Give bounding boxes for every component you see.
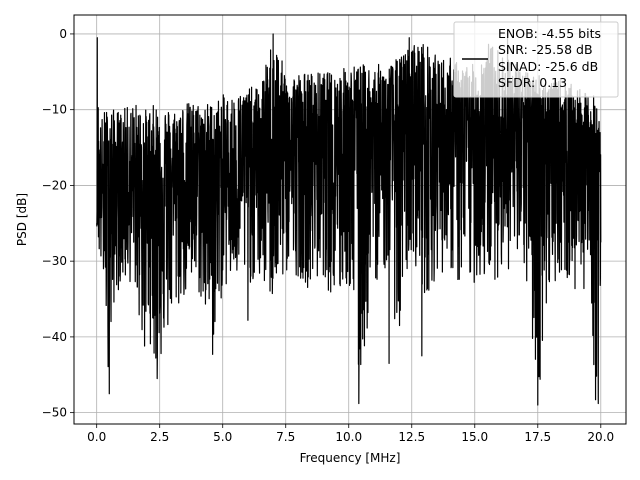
legend-entry-sinad: SINAD: -25.6 dB	[498, 59, 598, 74]
y-axis-ticks: 0 −10 −20 −30 −40 −50	[42, 27, 74, 420]
x-tick-label: 20.0	[587, 430, 614, 444]
x-tick-label: 0.0	[87, 430, 106, 444]
psd-series	[96, 33, 602, 406]
x-tick-label: 5.0	[213, 430, 232, 444]
x-tick-label: 15.0	[461, 430, 488, 444]
legend-entry-snr: SNR: -25.58 dB	[498, 42, 593, 57]
legend-entry-sfdr: SFDR: 0.13	[498, 75, 567, 90]
x-tick-label: 7.5	[276, 430, 295, 444]
x-tick-label: 2.5	[150, 430, 169, 444]
y-tick-label: −50	[42, 406, 67, 420]
x-tick-label: 10.0	[335, 430, 362, 444]
plot-area	[96, 33, 602, 406]
y-tick-label: 0	[59, 27, 67, 41]
y-tick-label: −10	[42, 103, 67, 117]
x-axis-ticks: 0.0 2.5 5.0 7.5 10.0 12.5 15.0 17.5 20.0	[87, 424, 614, 444]
legend-entry-enob: ENOB: -4.55 bits	[498, 26, 601, 41]
y-tick-label: −20	[42, 178, 67, 192]
y-axis-label: PSD [dB]	[15, 193, 29, 246]
x-tick-label: 17.5	[524, 430, 551, 444]
psd-trace	[96, 33, 602, 406]
y-tick-label: −40	[42, 330, 67, 344]
legend-box	[453, 21, 619, 98]
x-tick-label: 12.5	[398, 430, 425, 444]
x-axis-label: Frequency [MHz]	[300, 451, 401, 465]
legend: ENOB: -4.55 bits SNR: -25.58 dB SINAD: -…	[453, 21, 619, 98]
axes-frame	[73, 14, 627, 425]
y-tick-label: −30	[42, 254, 67, 268]
